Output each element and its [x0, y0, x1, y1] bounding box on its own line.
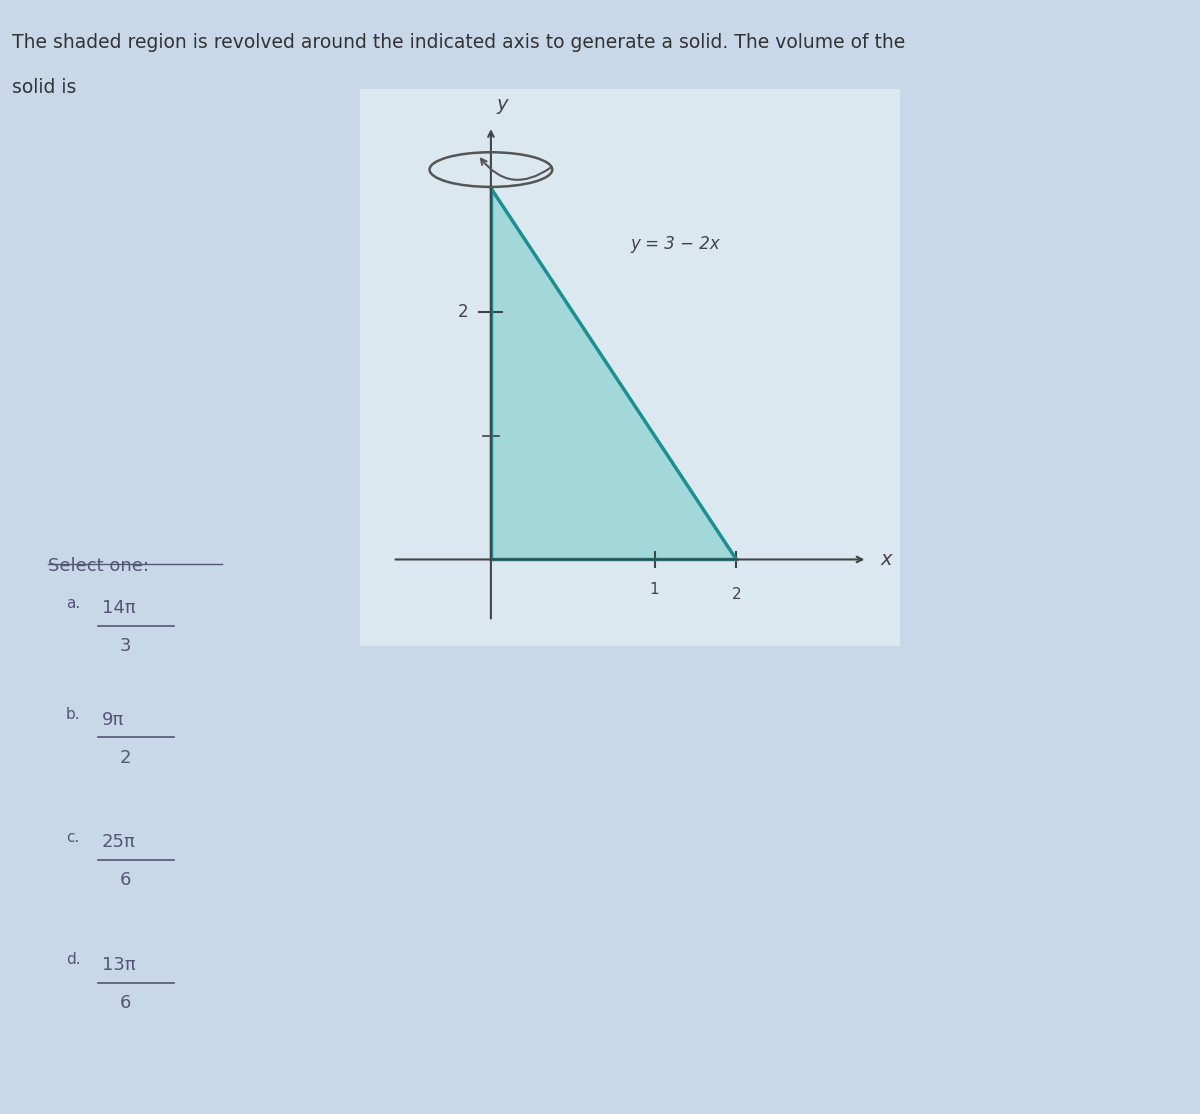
Text: c.: c.: [66, 830, 79, 844]
Text: 9π: 9π: [102, 711, 125, 729]
Text: 6: 6: [120, 871, 131, 889]
Text: solid is: solid is: [12, 78, 77, 97]
Text: 2: 2: [732, 587, 742, 602]
Text: The shaded region is revolved around the indicated axis to generate a solid. The: The shaded region is revolved around the…: [12, 33, 905, 52]
Text: x: x: [881, 550, 892, 569]
Text: 2: 2: [457, 303, 468, 321]
Text: 13π: 13π: [102, 956, 136, 974]
Text: b.: b.: [66, 707, 80, 722]
Text: 1: 1: [649, 582, 659, 597]
Text: d.: d.: [66, 952, 80, 967]
Text: 14π: 14π: [102, 599, 136, 617]
Text: a.: a.: [66, 596, 80, 610]
Text: y = 3 − 2x: y = 3 − 2x: [630, 235, 720, 253]
Polygon shape: [491, 188, 737, 559]
Text: Select one:: Select one:: [48, 557, 149, 575]
Text: 25π: 25π: [102, 833, 136, 851]
Text: y: y: [497, 95, 508, 114]
Text: 2: 2: [120, 749, 132, 766]
Text: 6: 6: [120, 994, 131, 1012]
Text: 3: 3: [120, 637, 132, 655]
